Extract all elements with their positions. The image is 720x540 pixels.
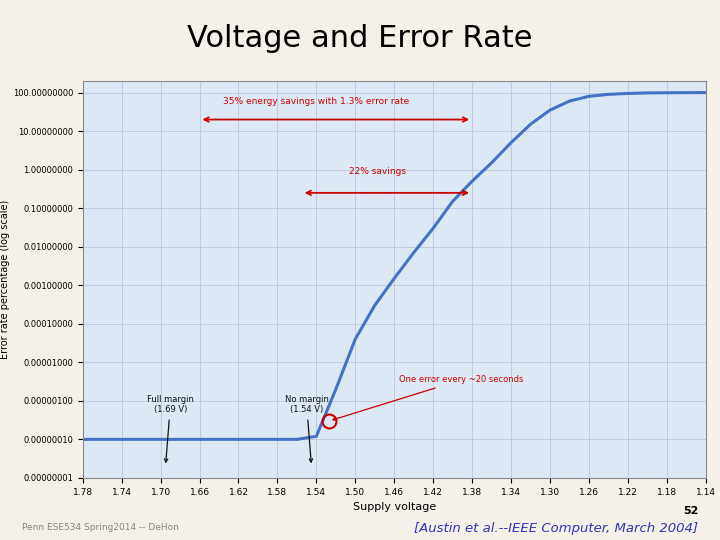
Text: 35% energy savings with 1.3% error rate: 35% energy savings with 1.3% error rate	[223, 97, 410, 106]
Text: Penn ESE534 Spring2014 -- DeHon: Penn ESE534 Spring2014 -- DeHon	[22, 523, 179, 532]
Text: 52: 52	[683, 505, 698, 516]
Text: Voltage and Error Rate: Voltage and Error Rate	[187, 24, 533, 53]
X-axis label: Supply voltage: Supply voltage	[353, 502, 436, 512]
Text: No margin
(1.54 V): No margin (1.54 V)	[284, 395, 328, 462]
Text: Full margin
(1.69 V): Full margin (1.69 V)	[147, 395, 194, 462]
Text: 22% savings: 22% savings	[348, 167, 405, 176]
Text: One error every ~20 seconds: One error every ~20 seconds	[333, 375, 523, 420]
Y-axis label: Error rate percentage (log scale): Error rate percentage (log scale)	[0, 200, 10, 359]
Text: [Austin et al.--IEEE Computer, March 2004]: [Austin et al.--IEEE Computer, March 200…	[415, 522, 698, 535]
